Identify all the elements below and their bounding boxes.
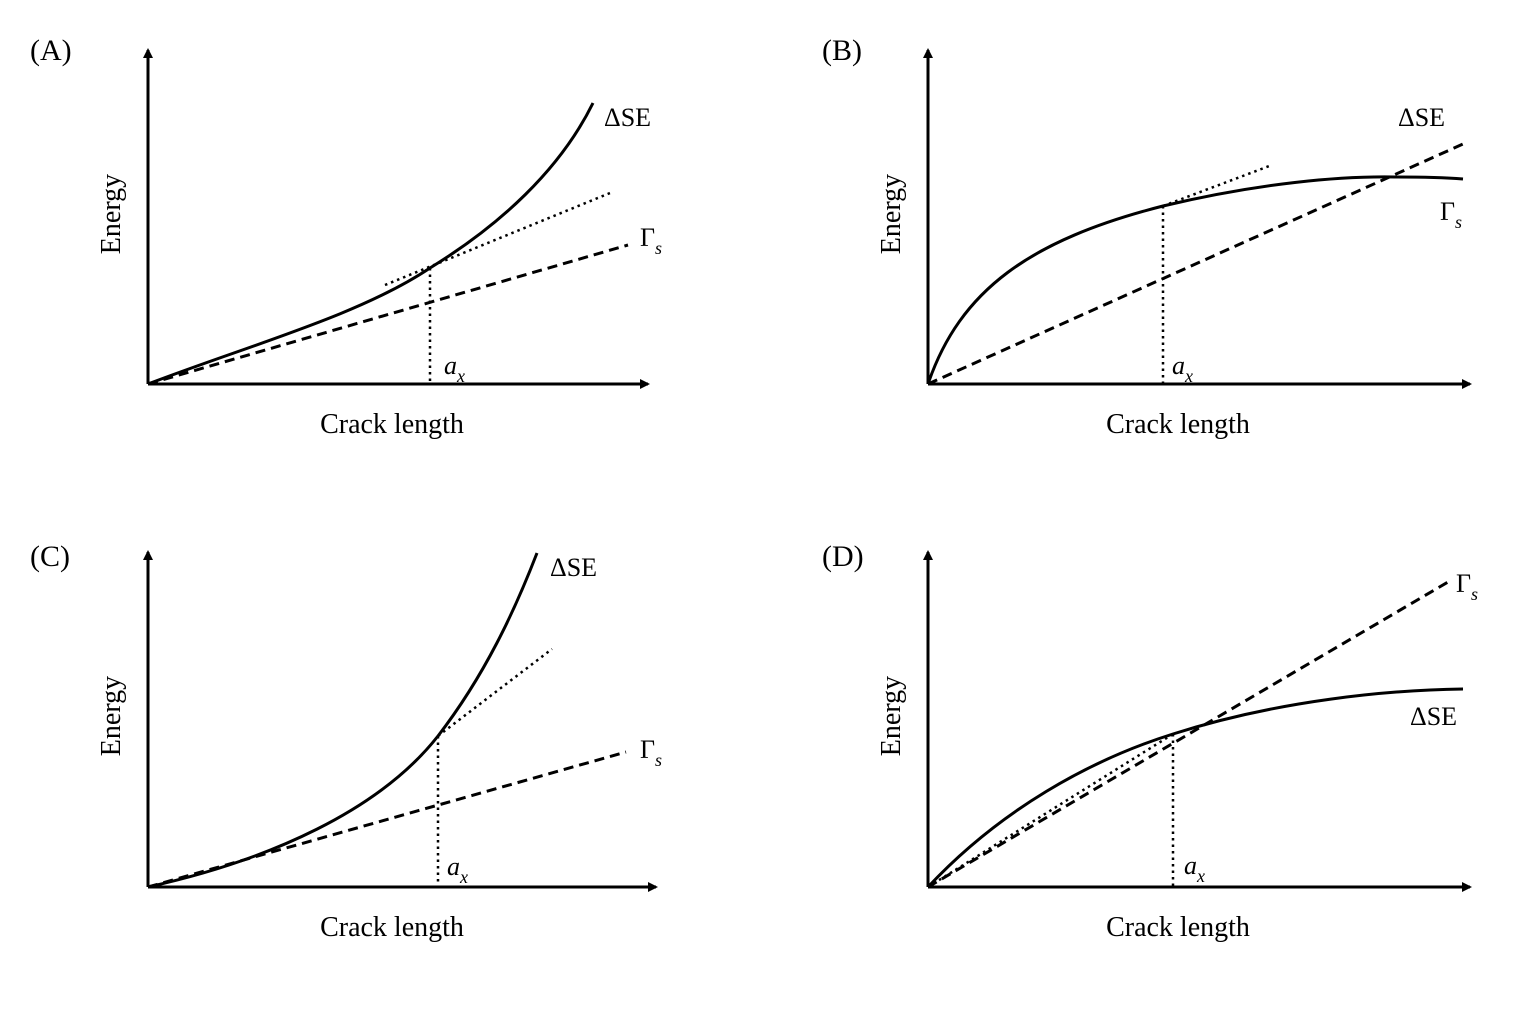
gamma-s-label: Γs	[640, 735, 662, 770]
tangent-line	[1162, 163, 1273, 208]
gamma-s-line	[927, 580, 1449, 889]
x-axis-label: Crack length	[1106, 409, 1250, 440]
delta-se-curve	[147, 102, 595, 386]
y-axis-label: Energy	[876, 174, 907, 254]
panel-a: (A) Energy Crack length ΔSE Γs ax	[30, 34, 662, 440]
panel-b: (B) Energy Crack length ΔSE Γs ax	[822, 34, 1472, 440]
gamma-s-curve	[926, 175, 1464, 385]
panel-label: (D)	[822, 540, 864, 573]
y-axis-label: Energy	[96, 174, 127, 254]
y-axis-label: Energy	[96, 676, 127, 756]
panel-label: (B)	[822, 34, 862, 67]
ax-label: ax	[444, 351, 465, 386]
ax-label: ax	[447, 852, 468, 887]
tangent-line	[927, 732, 1174, 889]
ax-label: ax	[1172, 351, 1193, 386]
delta-se-label: ΔSE	[604, 103, 651, 132]
x-axis-label: Crack length	[320, 912, 464, 943]
x-axis-label: Crack length	[320, 409, 464, 440]
ax-label: ax	[1184, 851, 1205, 886]
gamma-s-label: Γs	[640, 223, 662, 258]
gamma-s-label: Γs	[1456, 569, 1478, 604]
panel-label: (A)	[30, 34, 72, 67]
panel-d: (D) Energy Crack length ΔSE Γs ax	[822, 540, 1478, 943]
delta-se-label: ΔSE	[1410, 702, 1457, 731]
y-axis-label: Energy	[876, 676, 907, 756]
gamma-s-label: Γs	[1440, 197, 1462, 232]
panel-c: (C) Energy Crack length ΔSE Γs ax	[30, 540, 662, 943]
gamma-s-line	[147, 750, 627, 889]
tangent-line	[437, 648, 553, 737]
delta-se-curve	[147, 552, 539, 889]
delta-se-line	[927, 142, 1464, 386]
x-axis-label: Crack length	[1106, 912, 1250, 943]
tangent-line	[384, 191, 611, 287]
gamma-s-line	[147, 243, 629, 386]
panel-label: (C)	[30, 540, 70, 573]
delta-se-label: ΔSE	[1398, 103, 1445, 132]
delta-se-label: ΔSE	[550, 553, 597, 582]
